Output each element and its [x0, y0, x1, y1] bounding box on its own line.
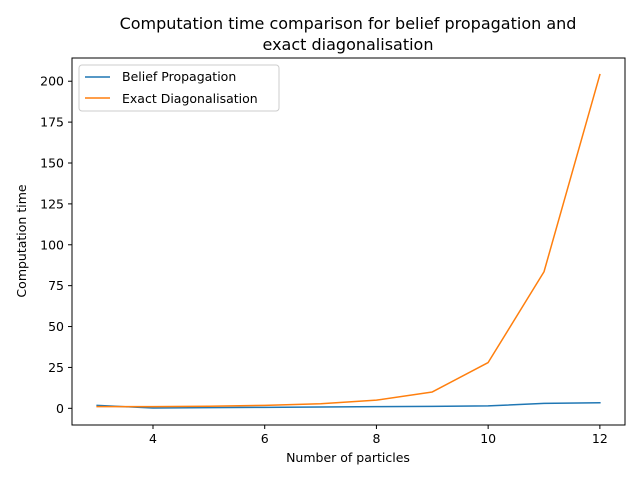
x-tick-label: 6: [261, 431, 269, 446]
chart-title-line-1: Computation time comparison for belief p…: [120, 14, 577, 33]
legend-label-exact-diagonalisation: Exact Diagonalisation: [122, 91, 258, 106]
y-tick-label: 75: [48, 278, 64, 293]
y-tick-label: 175: [40, 115, 64, 130]
series-line-exact-diagonalisation: [96, 73, 601, 408]
series-layer: [96, 73, 601, 409]
y-tick-label: 100: [40, 237, 64, 252]
series-line-belief-propagation: [96, 401, 601, 409]
y-axis-label: Computation time: [14, 184, 29, 297]
x-axis: 4 6 8 10 12: [149, 425, 608, 446]
x-tick-label: 4: [149, 431, 157, 446]
plot-area: [71, 57, 626, 426]
x-tick-label: 8: [372, 431, 380, 446]
x-tick-label: 12: [592, 431, 608, 446]
y-tick-label: 50: [48, 319, 64, 334]
x-axis-label: Number of particles: [286, 450, 410, 465]
y-tick-label: 25: [48, 360, 64, 375]
plot-frame: [71, 57, 626, 426]
y-tick-label: 200: [40, 74, 64, 89]
y-tick-label: 0: [56, 401, 64, 416]
y-tick-label: 125: [40, 196, 64, 211]
y-tick-label: 150: [40, 155, 64, 170]
legend-label-belief-propagation: Belief Propagation: [122, 69, 236, 84]
x-tick-label: 10: [480, 431, 496, 446]
chart-title-line-2: exact diagonalisation: [263, 35, 434, 54]
y-axis: 0 25 50 75 100 125 150 175 200: [40, 74, 72, 416]
legend: Belief Propagation Exact Diagonalisation: [78, 64, 280, 112]
legend-box: [78, 64, 280, 112]
